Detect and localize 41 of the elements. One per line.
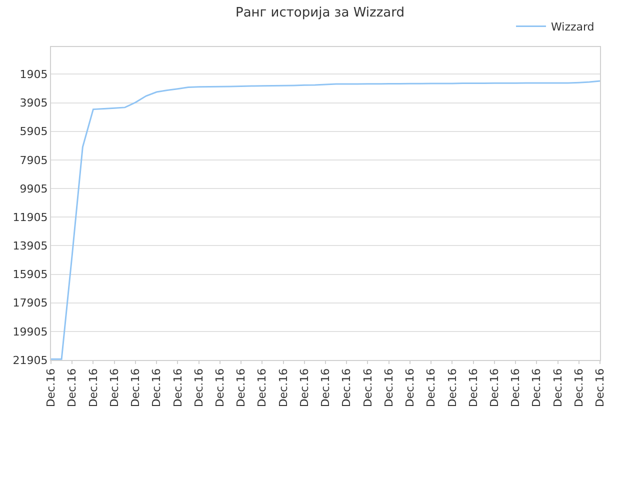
x-tick-label: Dec.16 (213, 368, 226, 408)
x-tick-label: Dec.16 (108, 368, 121, 408)
x-tick-label: Dec.16 (256, 368, 269, 408)
x-tick-label: Dec.16 (382, 368, 396, 408)
legend-label: Wizzard (551, 20, 594, 34)
x-tick-label: Dec.16 (551, 368, 564, 408)
x-tick-label: Dec.16 (572, 368, 586, 408)
y-tick-label: 5905 (20, 125, 48, 138)
y-tick-label: 21905 (12, 354, 48, 367)
x-tick-label: Dec.16 (150, 368, 164, 408)
y-tick-label: 7905 (20, 154, 48, 167)
x-tick-label: Dec.16 (361, 368, 374, 408)
x-tick-label: Dec.16 (530, 368, 544, 408)
line-series (51, 80, 600, 360)
y-tick-label: 15905 (12, 268, 48, 282)
x-tick-label: Dec.16 (424, 368, 438, 408)
y-tick-label: 11905 (12, 210, 48, 224)
x-tick-label: Dec.16 (319, 368, 332, 408)
x-tick-label: Dec.16 (466, 368, 480, 408)
x-tick-label: Dec.16 (340, 368, 354, 408)
x-tick-label: Dec.16 (276, 368, 290, 408)
x-tick-label: Dec.16 (171, 368, 184, 408)
x-tick-label: Dec.16 (86, 368, 100, 408)
y-tick-label: 9905 (20, 182, 48, 196)
x-tick-label: Dec.16 (404, 368, 417, 408)
y-tick-label: 19905 (12, 325, 48, 338)
y-tick-label: 13905 (12, 240, 48, 253)
x-tick-label: Dec.16 (594, 368, 607, 408)
y-tick-label: 3905 (20, 96, 48, 110)
y-tick-label: 17905 (12, 296, 48, 310)
x-tick-label: Dec.16 (488, 368, 501, 408)
y-tick-label: 1905 (20, 68, 48, 82)
x-tick-label: Dec.16 (446, 368, 459, 408)
x-tick-label: Dec.16 (44, 368, 58, 408)
x-tick-label: Dec.16 (66, 368, 79, 408)
chart-title: Ранг историја за Wizzard (236, 5, 404, 20)
x-tick-label: Dec.16 (192, 368, 206, 408)
x-tick-label: Dec.16 (234, 368, 248, 408)
x-tick-label: Dec.16 (509, 368, 522, 408)
x-tick-label: Dec.16 (298, 368, 311, 408)
x-tick-label: Dec.16 (129, 368, 142, 408)
